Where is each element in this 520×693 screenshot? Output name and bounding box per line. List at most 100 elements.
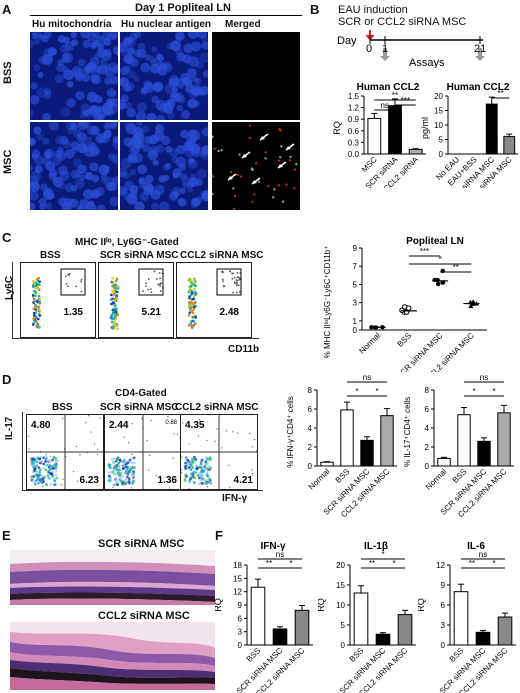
data-point	[436, 281, 441, 287]
nucleus	[144, 54, 152, 61]
event-dot	[112, 486, 114, 489]
nucleus	[199, 52, 208, 64]
assays-label: Assays	[409, 57, 445, 68]
nucleus	[109, 75, 118, 85]
event-dot	[149, 288, 152, 290]
event-dot	[190, 289, 193, 293]
event-dot	[183, 479, 187, 482]
nucleus	[57, 165, 68, 176]
nucleus	[124, 122, 135, 131]
event-dot	[209, 466, 213, 470]
nucleus	[191, 197, 201, 207]
event-dot	[193, 287, 196, 291]
event-dot	[33, 306, 37, 309]
event-dot	[31, 293, 35, 297]
event-dot	[236, 282, 239, 285]
fluor-dot	[213, 147, 216, 150]
event-dot	[220, 447, 223, 449]
event-dot	[113, 468, 116, 472]
event-dot	[48, 477, 52, 481]
nucleus	[102, 51, 112, 61]
nucleus	[70, 39, 77, 46]
event-dot	[206, 483, 208, 485]
nucleus	[80, 32, 91, 39]
nucleus	[111, 176, 118, 185]
event-dot	[113, 297, 116, 301]
event-dot	[124, 465, 128, 469]
fluor-dot	[280, 145, 283, 148]
event-dot	[32, 465, 36, 469]
nucleus	[135, 111, 147, 120]
nucleus	[86, 136, 93, 143]
nucleus	[123, 137, 133, 147]
event-dot	[34, 290, 38, 294]
event-dot	[39, 468, 42, 472]
nucleus	[93, 111, 103, 120]
event-dot	[116, 471, 119, 474]
fluor-dot	[251, 200, 254, 204]
event-dot	[235, 281, 238, 284]
event-dot	[202, 469, 205, 473]
event-dot	[236, 272, 239, 274]
event-dot	[133, 466, 136, 469]
flow-c-bss-label: BSS	[40, 250, 61, 261]
event-dot	[191, 473, 195, 477]
event-dot	[90, 431, 92, 433]
event-dot	[110, 320, 114, 324]
fluor-dot	[239, 175, 243, 178]
significance-label: *	[439, 255, 442, 264]
event-dot	[193, 455, 196, 459]
bar	[360, 439, 374, 467]
event-dot	[131, 479, 135, 483]
event-dot	[195, 466, 199, 470]
event-dot	[45, 423, 48, 425]
nucleus	[148, 134, 159, 145]
event-dot	[127, 477, 131, 481]
nucleus	[38, 33, 45, 40]
event-dot	[125, 475, 129, 479]
event-dot	[42, 480, 45, 483]
nucleus	[30, 202, 36, 210]
nucleus	[38, 56, 47, 65]
bar	[367, 117, 382, 155]
event-dot	[114, 317, 118, 321]
nucleus	[53, 149, 63, 159]
nucleus	[95, 35, 107, 47]
significance-label: *	[392, 559, 395, 568]
nucleus	[129, 57, 139, 68]
event-dot	[38, 300, 42, 304]
event-dot	[181, 471, 183, 474]
event-dot	[192, 283, 196, 287]
nucleus	[127, 69, 136, 79]
event-dot	[153, 270, 156, 273]
event-dot	[35, 460, 39, 464]
fluor-dot	[250, 167, 254, 170]
bar	[320, 461, 334, 467]
nucleus	[86, 125, 98, 136]
event-dot	[146, 440, 148, 442]
significance-label: ns	[276, 550, 284, 559]
nucleus	[186, 68, 197, 79]
nucleus	[124, 37, 131, 44]
nucleus	[138, 177, 146, 185]
nucleus	[30, 39, 35, 48]
histology-ccl2-label: CCL2 siRNA MSC	[98, 610, 190, 622]
event-dot	[41, 485, 44, 488]
event-dot	[198, 465, 202, 469]
event-dot	[119, 472, 123, 475]
nucleus	[202, 70, 208, 78]
event-dot	[237, 284, 240, 287]
nucleus	[136, 122, 143, 127]
nucleus	[174, 37, 182, 45]
nucleus	[179, 187, 186, 194]
event-dot	[194, 284, 198, 288]
event-dot	[228, 464, 230, 467]
event-dot	[236, 279, 239, 282]
event-dot	[233, 281, 236, 284]
event-dot	[188, 465, 191, 469]
event-dot	[107, 474, 111, 478]
nucleus	[76, 171, 83, 178]
event-dot	[155, 277, 158, 280]
fluor-dot	[255, 162, 258, 165]
panel-b-label: B	[310, 2, 320, 17]
